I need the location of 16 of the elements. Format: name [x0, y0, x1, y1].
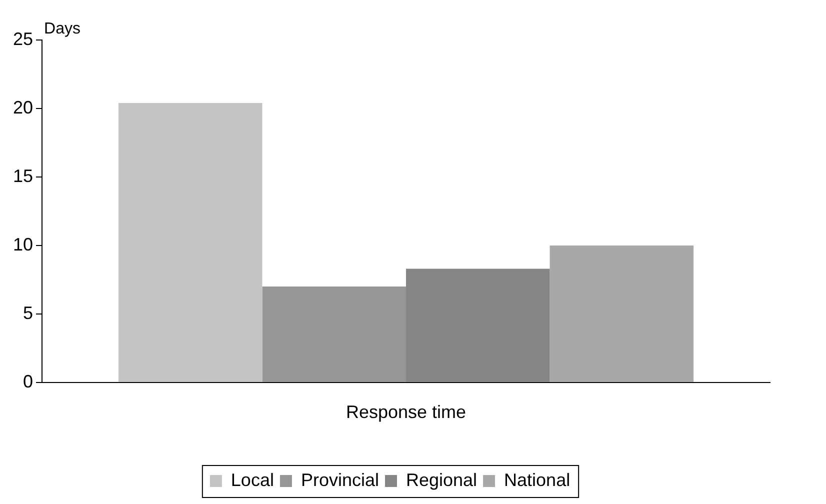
- legend-label: Local: [230, 470, 274, 490]
- x-tick-label: Response time: [346, 402, 466, 422]
- y-tick-label: 0: [23, 371, 34, 392]
- bar: [550, 245, 694, 382]
- bar: [118, 103, 262, 382]
- y-tick-label: 15: [12, 166, 34, 186]
- y-axis-title: Days: [44, 20, 80, 38]
- legend-label: Provincial: [300, 470, 379, 490]
- y-tick-label: 10: [12, 234, 34, 254]
- bar: [262, 286, 406, 382]
- legend-label: National: [504, 470, 570, 490]
- bar: [406, 268, 550, 382]
- legend-label: Regional: [406, 470, 478, 490]
- y-tick-label: 20: [12, 97, 34, 118]
- y-tick-label: 5: [23, 302, 34, 323]
- y-tick-label: 25: [12, 28, 34, 49]
